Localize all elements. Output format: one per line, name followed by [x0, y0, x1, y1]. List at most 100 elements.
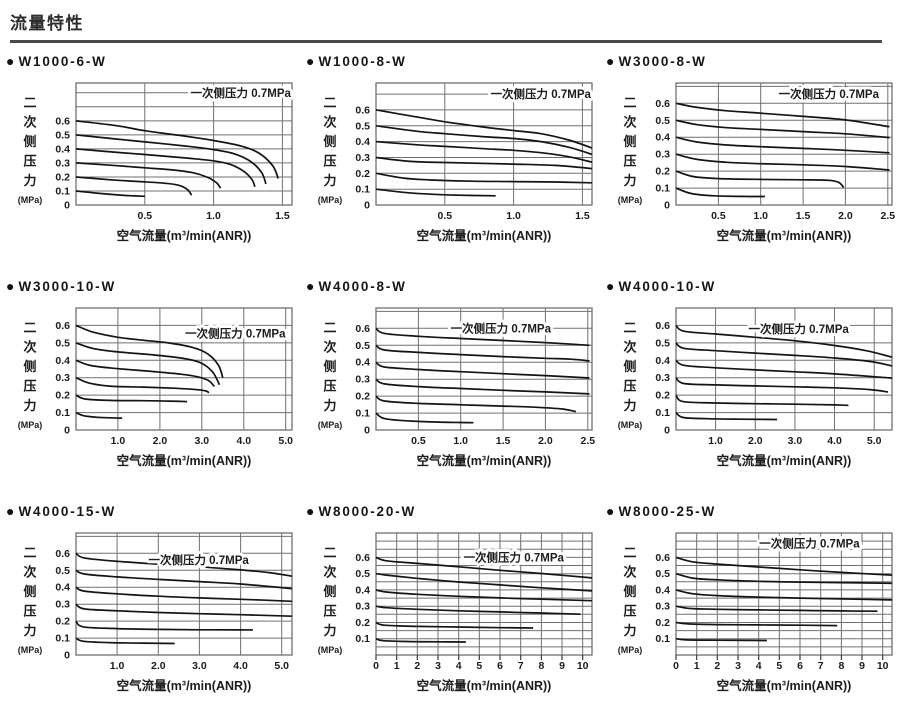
plot-border [375, 532, 593, 656]
chart-cell-w3000-10-w: ● W3000-10-W 0.6 0.5 0.4 0.3 0.2 0.1 0 1.0 2.0 3.0 4… [0, 271, 300, 496]
chart-header: ● W3000-10-W [0, 276, 300, 296]
flow-curve-0.2MPa [375, 395, 577, 413]
x-tick-label: 5.0 [278, 435, 293, 447]
y-axis-label-char: 压 [23, 604, 36, 619]
flow-curve-0.1MPa [675, 187, 765, 198]
x-tick-label: 5 [776, 660, 782, 672]
flow-curve-0.2MPa [375, 172, 593, 184]
y-axis-label-char: 压 [23, 379, 36, 394]
plot-border [675, 307, 893, 431]
y-axis-unit: (MPa) [18, 195, 43, 205]
y-tick-label: 0.1 [655, 183, 670, 195]
y-axis-label-char: 侧 [623, 584, 636, 599]
chart-model-label: W4000-10-W [618, 278, 716, 294]
legend-label: 一次侧压力 0.7MPa [191, 86, 292, 100]
gridlines [376, 83, 592, 205]
chart-cell-w1000-6-w: ● W1000-6-W 0.6 0.5 0.4 0.3 0.2 0.1 0 0.5 1.0 1.5 二次… [0, 46, 300, 271]
x-tick-label: 4.0 [233, 660, 248, 672]
y-axis-label-char: 力 [23, 623, 36, 638]
x-tick-label: 0 [373, 660, 379, 672]
chart-cell-w8000-25-w: ● W8000-25-W 0.6 0.5 0.4 0.3 0.2 0.1 0 1 2 3 4 5 6 7 8 9 1… [600, 496, 900, 721]
gridlines [676, 533, 892, 655]
flow-curve-0.2MPa [675, 621, 838, 627]
y-tick-label: 0.6 [55, 320, 70, 332]
bullet-icon: ● [6, 503, 15, 519]
y-tick-label: 0 [64, 425, 70, 437]
bullet-icon: ● [606, 53, 615, 69]
flow-curve-0.6MPa [675, 556, 893, 576]
y-tick-label: 0.2 [655, 390, 670, 402]
y-axis-label-char: 力 [623, 623, 636, 638]
bullet-icon: ● [6, 53, 15, 69]
flow-curve-0.2MPa [675, 170, 845, 189]
x-tick-label: 0.5 [711, 210, 726, 222]
flow-curve-0.6MPa [75, 552, 293, 578]
y-axis-label-char: 侧 [323, 359, 336, 374]
flow-curve-0.4MPa [75, 359, 216, 388]
x-tick-label: 3.0 [192, 660, 207, 672]
title-rule [10, 40, 882, 43]
flow-curve-0.2MPa [375, 621, 534, 629]
y-axis-label-char: 力 [23, 173, 36, 188]
flow-curve-0.1MPa [75, 411, 123, 419]
y-axis-unit: (MPa) [618, 195, 643, 205]
flow-curve-0.4MPa [675, 589, 893, 601]
flow-curve-0.5MPa [675, 119, 890, 139]
chart-model-label: W8000-20-W [318, 503, 416, 519]
chart-cell-w4000-10-w: ● W4000-10-W 0.6 0.5 0.4 0.3 0.2 0.1 0 1.0 2.0 3.0 4… [600, 271, 900, 496]
chart-header: ● W1000-8-W [300, 51, 600, 71]
x-tick-label: 9 [559, 660, 565, 672]
y-axis-label-char: 二 [323, 545, 336, 560]
x-tick-label: 2.5 [880, 210, 895, 222]
x-tick-label: 4.0 [236, 435, 251, 447]
y-axis-label-char: 力 [623, 398, 636, 413]
x-tick-label: 9 [859, 660, 865, 672]
y-axis-label-char: 压 [23, 154, 36, 169]
flow-curve-0.1MPa [375, 188, 496, 197]
y-tick-label: 0.2 [655, 166, 670, 178]
y-tick-label: 0.2 [355, 168, 370, 180]
chart-model-label: W4000-8-W [318, 278, 407, 294]
y-axis-unit: (MPa) [18, 420, 43, 430]
x-tick-label: 1.0 [708, 435, 723, 447]
x-tick-label: 8 [838, 660, 844, 672]
flow-curves [375, 327, 590, 424]
flow-curve-0.4MPa [675, 136, 890, 154]
y-tick-label: 0 [64, 200, 70, 212]
y-tick-label: 0.3 [355, 152, 370, 164]
y-tick-label: 0.5 [355, 340, 370, 352]
y-tick-label: 0.1 [55, 407, 70, 419]
legend-label: 一次侧压力 0.7MPa [491, 87, 592, 101]
page-title: 流量特性 [10, 14, 84, 33]
chart-cell-w4000-8-w: ● W4000-8-W 0.6 0.5 0.4 0.3 0.2 0.1 0 0.5 1.0 1.5 2.… [300, 271, 600, 496]
flow-curves [375, 109, 593, 197]
y-axis-label-char: 压 [323, 379, 336, 394]
y-tick-label: 0.3 [655, 372, 670, 384]
legend-label: 一次侧压力 0.7MPa [185, 326, 286, 340]
x-tick-label: 1 [694, 660, 700, 672]
y-axis-label-char: 力 [323, 623, 336, 638]
flow-curve-0.6MPa [375, 556, 593, 579]
gridlines [676, 308, 892, 430]
gridlines [76, 83, 292, 205]
y-axis-label-char: 侧 [23, 359, 36, 374]
y-axis-label-char: 侧 [623, 359, 636, 374]
y-tick-label: 0.1 [355, 408, 370, 420]
x-tick-marks [375, 655, 584, 660]
y-tick-label: 0.5 [355, 568, 370, 580]
y-tick-label: 0.6 [355, 323, 370, 335]
plot-border [75, 82, 293, 206]
x-tick-label: 0.5 [137, 210, 152, 222]
y-tick-label: 0.4 [655, 132, 670, 144]
legend-label: 一次侧压力 0.7MPa [451, 321, 552, 335]
legend-label: 一次侧压力 0.7MPa [464, 550, 565, 564]
plot-border [75, 532, 293, 656]
y-tick-label: 0.3 [655, 149, 670, 161]
flow-curve-0.1MPa [675, 637, 767, 642]
